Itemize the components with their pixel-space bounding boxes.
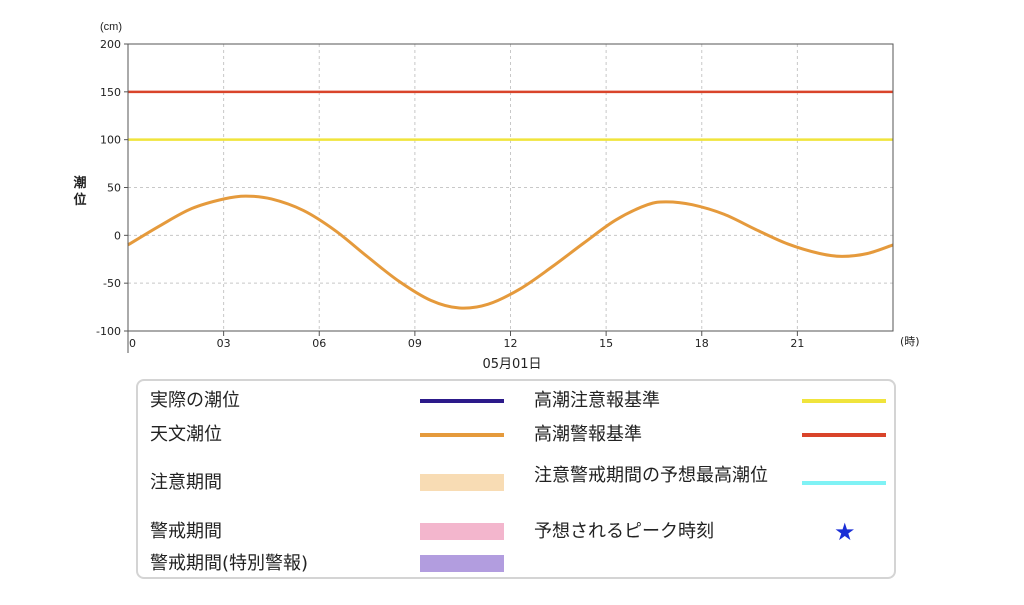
y-tick-label: -50 (103, 277, 121, 290)
x-tick-label: 09 (408, 337, 422, 350)
legend-item: 実際の潮位 (150, 387, 510, 415)
grid-lines (127, 43, 893, 332)
legend-swatch-line (802, 481, 886, 485)
axes: -100 -50 0 50 100 150 200 0 03 06 09 12 15 18 21 (96, 38, 894, 353)
y-unit-label: (cm) (100, 21, 122, 33)
legend-swatch-line (802, 399, 886, 403)
legend-label: 警戒期間(特別警報) (150, 553, 309, 574)
legend-label: 予想されるピーク時刻 (534, 521, 714, 542)
x-tick-label: 21 (790, 337, 804, 350)
y-tick-label: 100 (100, 134, 121, 147)
x-tick-label: 15 (599, 337, 613, 350)
y-tick-label: 50 (107, 182, 121, 195)
threshold-lines (128, 90, 893, 141)
legend-label: 実際の潮位 (150, 390, 240, 411)
legend-label: 天文潮位 (150, 424, 222, 445)
plot-frame (127, 43, 894, 332)
legend-swatch-line (420, 433, 504, 437)
x-unit-label: (時) (900, 335, 920, 348)
y-tick-label: 150 (100, 86, 121, 99)
y-tick-label: 0 (114, 229, 121, 242)
legend-label: 高潮警報基準 (534, 424, 642, 445)
date-label: 05月01日 (482, 357, 541, 372)
x-tick-label: 06 (312, 337, 326, 350)
legend-label: 高潮注意報基準 (534, 390, 660, 411)
legend-item: 高潮警報基準 (534, 421, 894, 449)
legend-swatch-band (420, 555, 504, 572)
legend-item: 天文潮位 (150, 421, 510, 449)
legend-item: 注意期間 (150, 469, 510, 497)
legend-swatch-line (420, 399, 504, 403)
legend-item: 高潮注意報基準 (534, 387, 894, 415)
legend-item: 警戒期間 (150, 518, 510, 546)
x-tick-label: 18 (695, 337, 709, 350)
legend-swatch-band (420, 474, 504, 491)
legend-label: 警戒期間 (150, 521, 222, 542)
legend-item: 注意警戒期間の予想最高潮位 (534, 465, 894, 497)
tide-series-line (127, 194, 894, 310)
legend-label: 注意期間 (150, 472, 222, 493)
legend-item: 予想されるピーク時刻 ★ (534, 518, 894, 546)
star-icon: ★ (834, 518, 856, 546)
x-tick-label: 03 (217, 337, 231, 350)
y-axis-label-1: 潮 (73, 175, 86, 191)
legend-swatch-line (802, 433, 886, 437)
legend-label: 注意警戒期間の予想最高潮位 (534, 465, 768, 486)
legend-item: 警戒期間(特別警報) (150, 550, 510, 578)
y-tick-label: 200 (100, 38, 121, 51)
x-tick-label: 0 (129, 337, 136, 350)
legend-swatch-band (420, 523, 504, 540)
series-layer (127, 194, 894, 310)
legend: 実際の潮位天文潮位注意期間警戒期間警戒期間(特別警報) 高潮注意報基準 高潮警報基準… (136, 379, 896, 579)
y-axis-label-2: 位 (73, 192, 86, 208)
y-tick-label: -100 (96, 325, 121, 338)
x-tick-label: 12 (504, 337, 518, 350)
